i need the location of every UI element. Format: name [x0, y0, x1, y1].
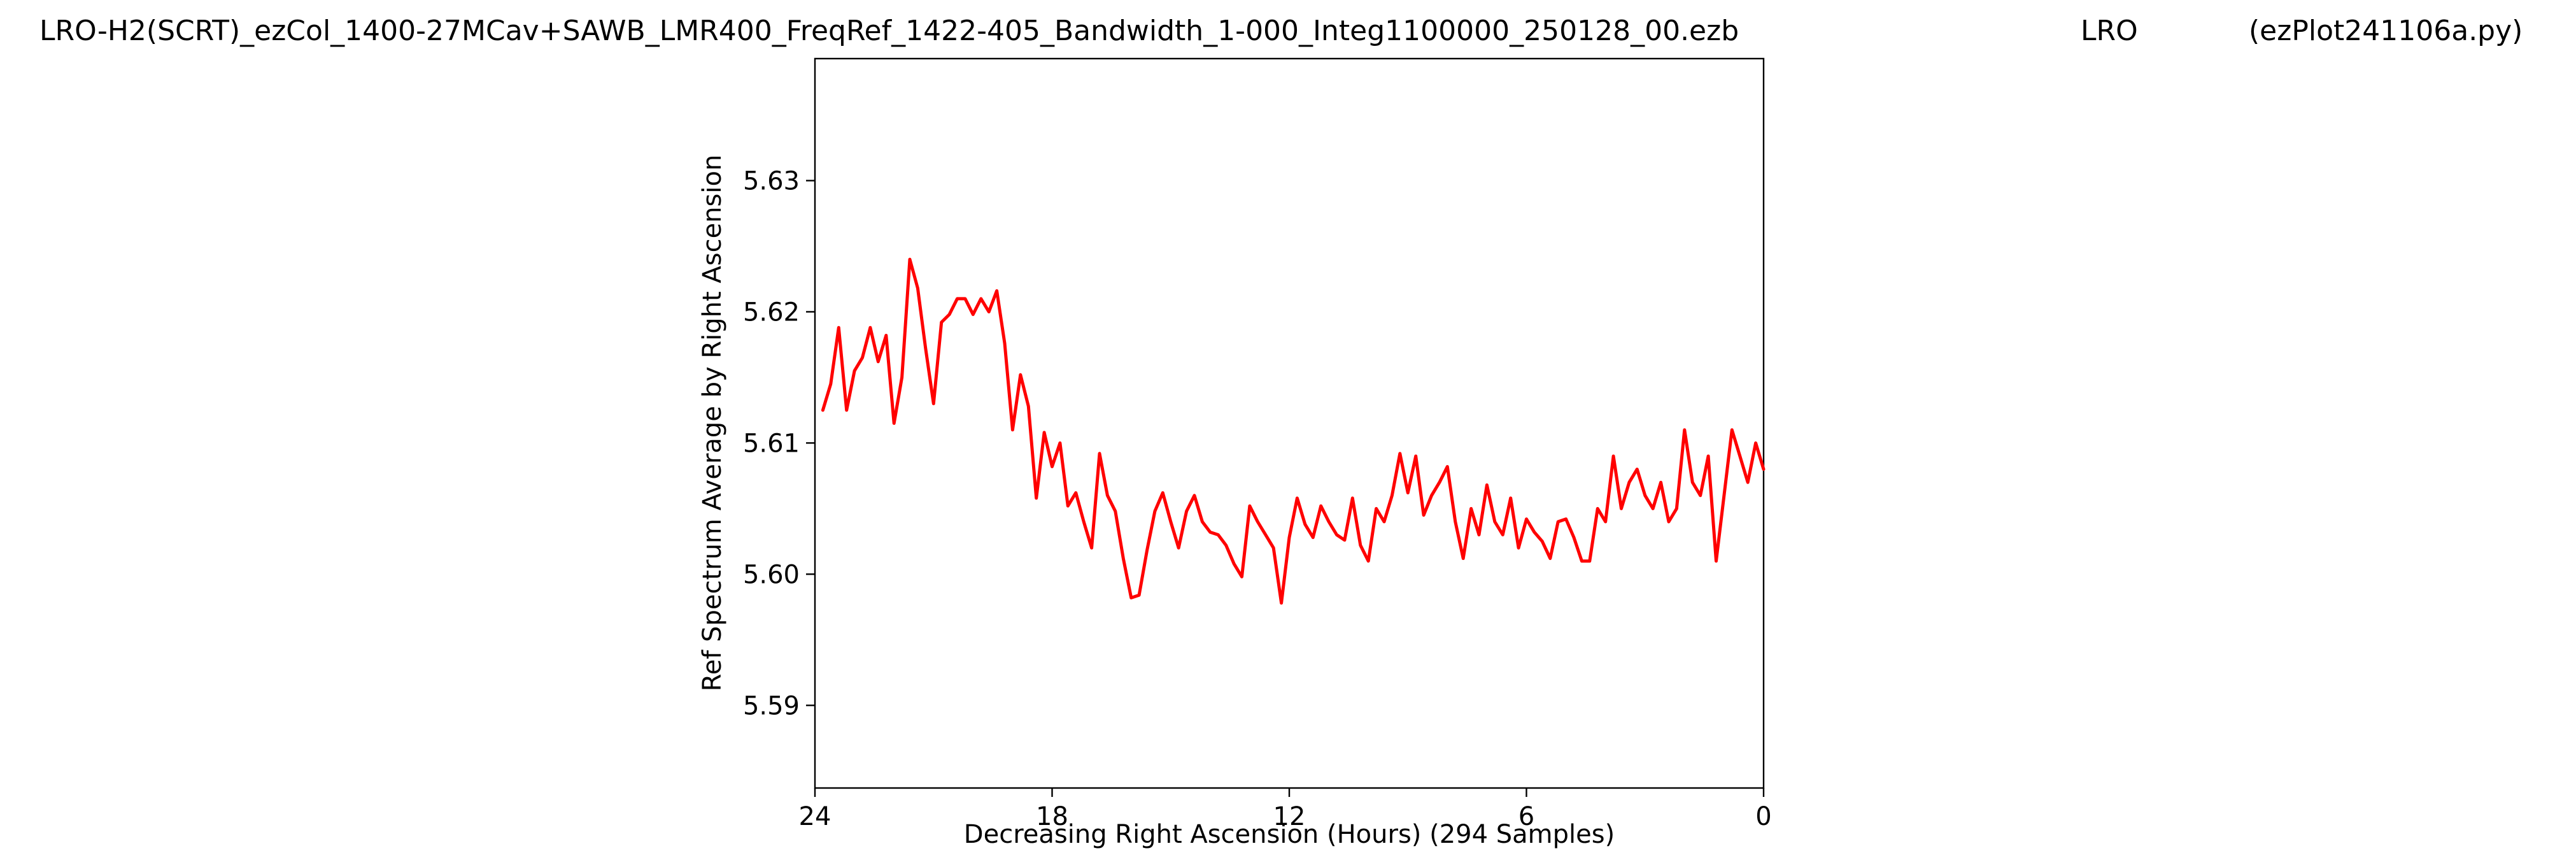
x-tick-label: 18: [1036, 802, 1068, 831]
program-label: (ezPlot241106a.py): [2249, 15, 2523, 47]
y-tick-label: 5.60: [743, 560, 800, 589]
x-tick-label: 6: [1518, 802, 1534, 831]
file-title: LRO-H2(SCRT)_ezCol_1400-27MCav+SAWB_LMR4…: [39, 15, 1739, 47]
plot-area-frame: [814, 57, 1765, 789]
series-line-0: [821, 257, 1766, 605]
y-tick-label: 5.62: [743, 297, 800, 327]
y-tick-label: 5.61: [743, 429, 800, 458]
y-axis-ticks: 5.59 5.60 5.61 5.62 5.63: [743, 167, 815, 720]
x-axis-ticks: 24 18 12 6 0: [799, 788, 1772, 831]
station-label: LRO: [2081, 15, 2138, 47]
x-axis-label: Decreasing Right Ascension (Hours) (294 …: [964, 820, 1615, 849]
y-axis-label: Ref Spectrum Average by Right Ascension: [698, 155, 727, 692]
y-tick-label: 5.59: [743, 691, 800, 720]
x-tick-label: 0: [1755, 802, 1771, 831]
x-tick-label: 12: [1273, 802, 1306, 831]
x-tick-label: 24: [799, 802, 832, 831]
y-tick-label: 5.63: [743, 167, 800, 196]
series-layer: [821, 257, 1766, 605]
